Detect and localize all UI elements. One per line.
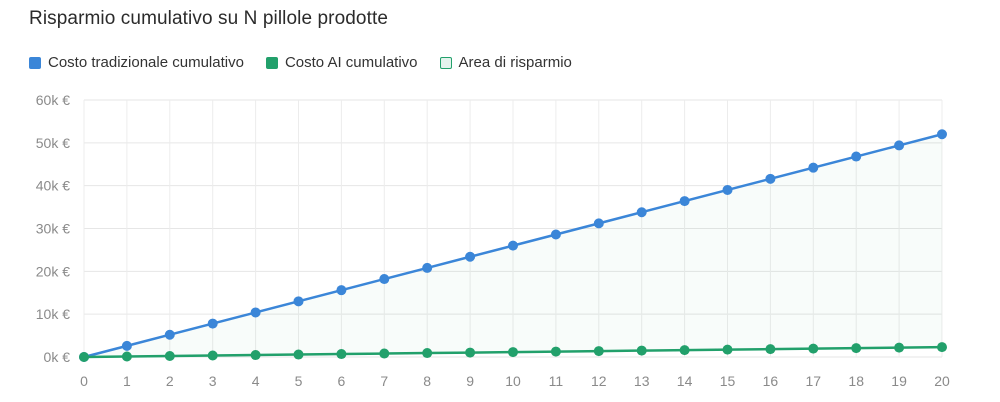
series-point-ai-17 <box>808 343 819 354</box>
x-tick-label-12: 12 <box>591 373 607 389</box>
legend: Costo tradizionale cumulativo Costo AI c… <box>29 54 594 71</box>
x-tick-label-18: 18 <box>848 373 864 389</box>
x-tick-label-0: 0 <box>80 373 88 389</box>
x-tick-label-5: 5 <box>295 373 303 389</box>
series-point-traditional-20 <box>937 129 947 140</box>
series-point-ai-19 <box>894 342 905 353</box>
x-tick-label-3: 3 <box>209 373 217 389</box>
series-point-ai-10 <box>508 347 518 358</box>
series-point-traditional-18 <box>851 151 862 162</box>
x-tick-label-4: 4 <box>252 373 260 389</box>
y-tick-label-5: 50k € <box>36 135 70 151</box>
series-point-ai-0 <box>79 352 89 362</box>
series-point-ai-16 <box>765 344 776 355</box>
series-point-traditional-9 <box>465 251 476 262</box>
x-tick-label-6: 6 <box>338 373 346 389</box>
x-tick-label-20: 20 <box>934 373 950 389</box>
series-point-traditional-11 <box>550 229 561 240</box>
series-point-traditional-13 <box>636 207 647 218</box>
series-point-traditional-12 <box>593 218 604 229</box>
series-point-traditional-4 <box>250 307 261 318</box>
x-tick-label-2: 2 <box>166 373 174 389</box>
x-tick-label-7: 7 <box>380 373 388 389</box>
series-point-traditional-2 <box>164 329 175 340</box>
chart-title: Risparmio cumulativo su N pillole prodot… <box>29 8 389 29</box>
x-tick-label-11: 11 <box>549 373 564 389</box>
legend-label-savings-area: Area di risparmio <box>458 54 572 71</box>
legend-swatch-savings-area <box>439 56 452 69</box>
series-point-ai-4 <box>250 350 261 361</box>
series-point-ai-12 <box>593 346 604 357</box>
series-point-traditional-16 <box>765 173 776 184</box>
legend-item-traditional[interactable]: Costo tradizionale cumulativo <box>29 54 244 71</box>
y-tick-label-4: 40k € <box>36 178 70 194</box>
x-tick-label-10: 10 <box>505 373 521 389</box>
series-point-traditional-14 <box>679 196 690 207</box>
series-point-ai-20 <box>937 342 947 353</box>
series-point-traditional-10 <box>508 240 518 251</box>
legend-label-ai: Costo AI cumulativo <box>284 54 418 71</box>
series-point-ai-18 <box>851 343 862 354</box>
series-point-ai-3 <box>207 350 218 361</box>
legend-label-traditional: Costo tradizionale cumulativo <box>48 54 244 71</box>
x-tick-label-16: 16 <box>763 373 779 389</box>
y-tick-label-0: 0k € <box>44 349 71 365</box>
series-point-ai-13 <box>636 345 647 356</box>
x-tick-label-1: 1 <box>123 373 131 389</box>
series-point-traditional-7 <box>379 274 390 285</box>
x-tick-label-8: 8 <box>423 373 431 389</box>
series-point-traditional-3 <box>207 318 218 329</box>
series-point-ai-2 <box>164 351 175 362</box>
y-tick-label-2: 20k € <box>36 263 70 279</box>
x-tick-label-15: 15 <box>720 373 736 389</box>
y-tick-label-3: 30k € <box>36 221 70 237</box>
y-tick-label-6: 60k € <box>36 92 70 108</box>
legend-item-savings-area[interactable]: Area di risparmio <box>439 54 572 71</box>
x-tick-label-9: 9 <box>466 373 474 389</box>
series-point-traditional-19 <box>894 140 905 151</box>
series-point-traditional-1 <box>121 340 132 351</box>
series-point-ai-15 <box>722 344 733 355</box>
x-tick-label-13: 13 <box>634 373 650 389</box>
legend-item-ai[interactable]: Costo AI cumulativo <box>265 54 418 71</box>
series-point-ai-8 <box>422 348 433 359</box>
series-point-ai-11 <box>550 346 561 357</box>
series-point-traditional-6 <box>336 285 347 296</box>
x-tick-label-19: 19 <box>891 373 907 389</box>
legend-swatch-traditional <box>29 56 41 69</box>
series-point-traditional-15 <box>722 184 733 195</box>
series-point-ai-5 <box>293 349 304 360</box>
series-point-ai-6 <box>336 349 347 360</box>
series-point-ai-1 <box>121 351 132 362</box>
x-tick-label-17: 17 <box>806 373 822 389</box>
series-point-ai-9 <box>465 347 476 358</box>
series-point-ai-14 <box>679 345 690 356</box>
series-point-traditional-5 <box>293 296 304 307</box>
series-point-traditional-8 <box>422 262 433 273</box>
x-tick-label-14: 14 <box>677 373 693 389</box>
y-tick-label-1: 10k € <box>36 306 70 322</box>
series-point-traditional-17 <box>808 162 819 173</box>
legend-swatch-ai <box>265 56 278 69</box>
series-point-ai-7 <box>379 348 390 359</box>
